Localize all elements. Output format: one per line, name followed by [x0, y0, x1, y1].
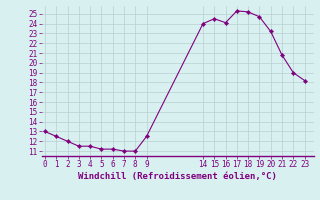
- X-axis label: Windchill (Refroidissement éolien,°C): Windchill (Refroidissement éolien,°C): [78, 172, 277, 181]
